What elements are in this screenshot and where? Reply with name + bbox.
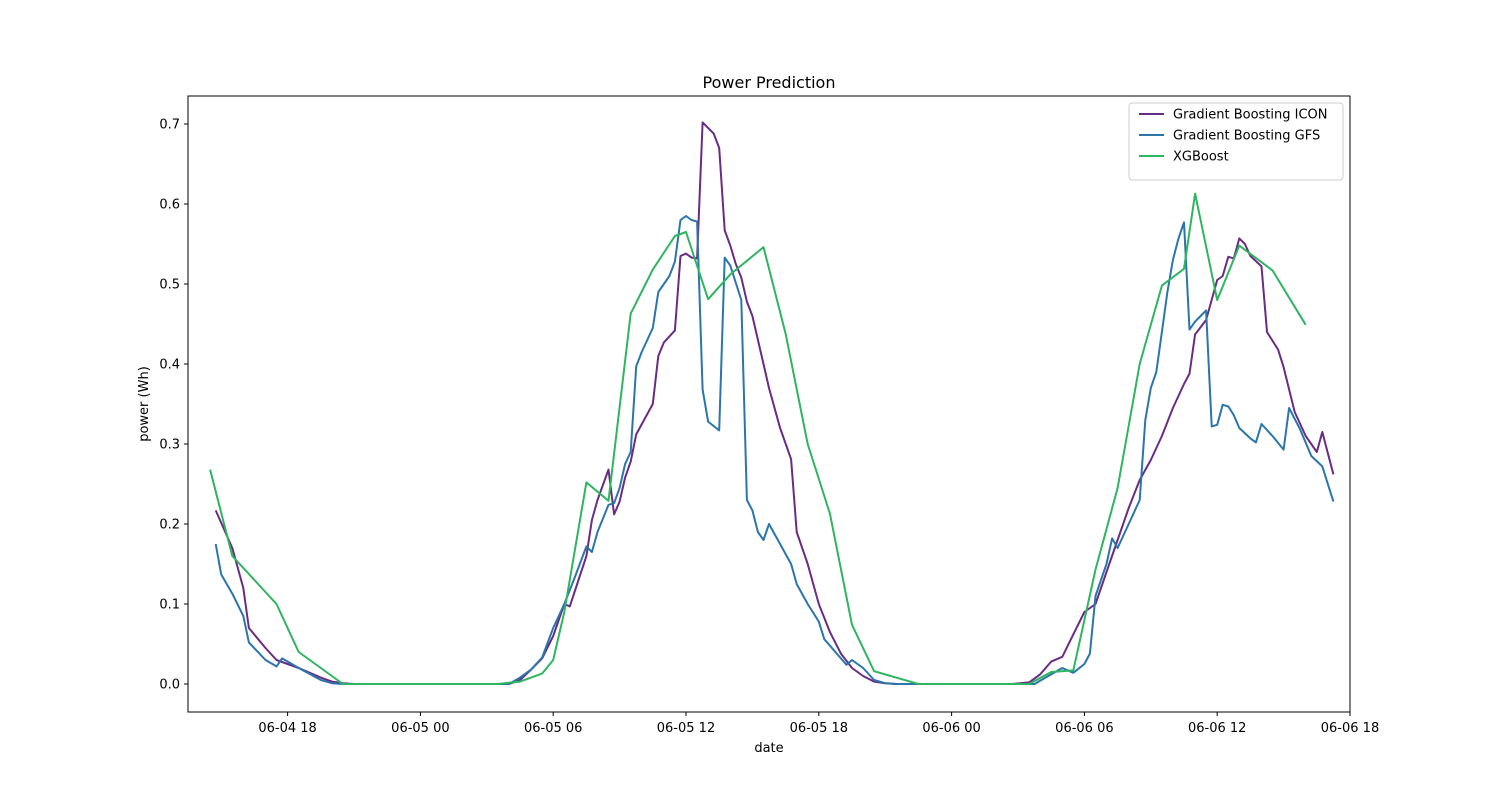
y-axis-label: power (Wh)	[137, 366, 152, 442]
chart-title: Power Prediction	[703, 73, 836, 92]
y-axis: 0.0 0.1 0.2 0.3 0.4 0.5 0.6 0.7	[159, 118, 188, 693]
x-tick-label: 06-06 00	[922, 721, 980, 736]
legend-label: XGBoost	[1173, 150, 1229, 165]
y-tick-label: 0.3	[159, 438, 180, 453]
series-line-1	[214, 215, 1335, 685]
x-axis: 06-04 18 06-05 00 06-05 06 06-05 12 06-05 18…	[258, 712, 1379, 736]
y-tick-label: 0.4	[159, 358, 180, 373]
x-tick-label: 06-05 06	[524, 721, 582, 736]
legend-box	[1128, 102, 1344, 181]
y-tick-label: 0.7	[159, 118, 180, 133]
x-axis-label: date	[754, 741, 783, 756]
y-tick-label: 0.2	[159, 518, 180, 533]
legend: Gradient Boosting ICON Gradient Boosting …	[1128, 102, 1344, 181]
series-line-0	[214, 121, 1335, 685]
series-line-2	[209, 192, 1307, 685]
y-tick-label: 0.0	[159, 678, 180, 693]
legend-label: Gradient Boosting ICON	[1173, 108, 1328, 123]
x-tick-label: 06-06 12	[1188, 721, 1246, 736]
legend-label: Gradient Boosting GFS	[1173, 129, 1320, 144]
x-tick-label: 06-06 06	[1055, 721, 1113, 736]
x-tick-label: 06-05 18	[790, 721, 848, 736]
x-tick-label: 06-06 18	[1321, 721, 1379, 736]
x-tick-label: 06-05 00	[391, 721, 449, 736]
y-tick-label: 0.1	[159, 598, 180, 613]
series-layer	[209, 121, 1335, 685]
x-tick-label: 06-05 12	[657, 721, 715, 736]
plot-frame	[187, 95, 1351, 713]
y-tick-label: 0.5	[159, 278, 180, 293]
y-tick-label: 0.6	[159, 198, 180, 213]
x-tick-label: 06-04 18	[258, 721, 316, 736]
